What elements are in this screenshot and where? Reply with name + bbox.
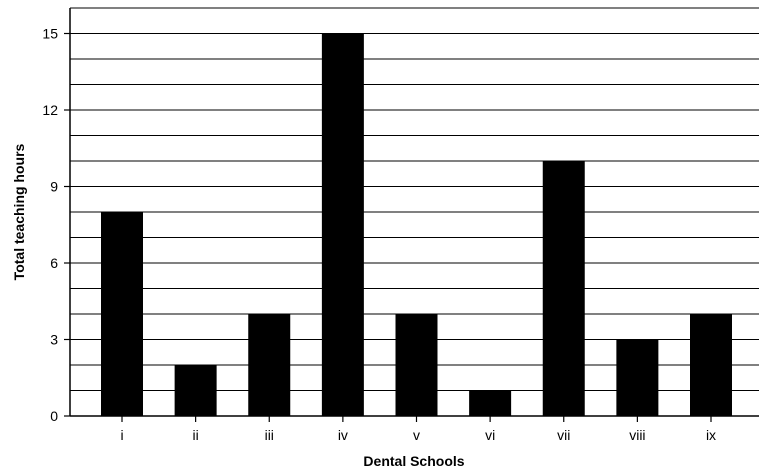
- x-tick-label-vi: vi: [485, 427, 495, 443]
- bar-vi: [469, 390, 512, 416]
- x-tick-label-iv: iv: [338, 427, 348, 443]
- y-tick-label: 9: [50, 179, 58, 195]
- x-tick-label-iii: iii: [265, 427, 274, 443]
- x-tick-label-v: v: [413, 427, 420, 443]
- bar-v: [395, 314, 438, 416]
- bar-viii: [616, 339, 659, 416]
- bar-iii: [248, 314, 291, 416]
- bar-i: [101, 212, 143, 416]
- x-axis-title: Dental Schools: [363, 453, 464, 469]
- x-tick-label-ix: ix: [706, 427, 716, 443]
- axes: [69, 8, 759, 417]
- y-tick-label: 15: [42, 26, 58, 42]
- x-tick-labels: i ii iii iv v vi vii viii ix: [120, 416, 716, 443]
- y-axis-title: Total teaching hours: [11, 143, 27, 280]
- bar-vii: [542, 161, 585, 416]
- x-tick-label-ii: ii: [193, 427, 199, 443]
- bar-ix: [690, 314, 732, 416]
- y-tick-label: 3: [50, 332, 58, 348]
- bar-ii: [174, 365, 217, 416]
- y-tick-label: 0: [50, 408, 58, 424]
- y-tick-labels: 0 3 6 9 12 15: [42, 26, 70, 424]
- gridlines: [70, 7, 759, 391]
- y-tick-label: 6: [50, 255, 58, 271]
- x-tick-label-viii: viii: [629, 427, 645, 443]
- x-tick-label-i: i: [120, 427, 123, 443]
- x-tick-label-vii: vii: [557, 427, 570, 443]
- bars: [101, 33, 732, 416]
- bar-iv: [321, 33, 364, 416]
- y-tick-label: 12: [42, 102, 58, 118]
